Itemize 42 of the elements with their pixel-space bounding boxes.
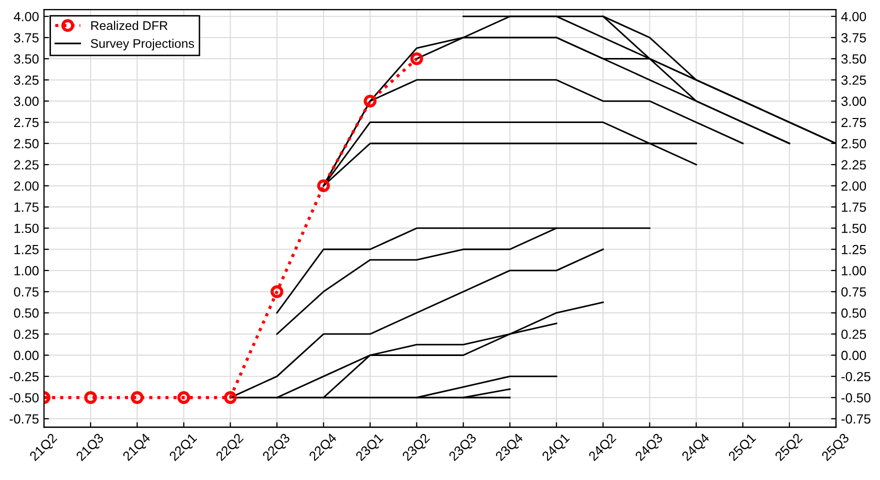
- y-tick-label: 3.50: [14, 54, 39, 64]
- y2-tick-label: 1.00: [842, 266, 866, 276]
- y-tick-label: 0.00: [14, 350, 39, 360]
- y-tick-label: 2.50: [14, 139, 39, 148]
- legend-label: Realized DFR: [91, 20, 168, 30]
- y2-tick-label: 2.25: [842, 160, 866, 170]
- y2-tick-label: 1.50: [842, 224, 866, 234]
- y-tick-label: 0.25: [14, 330, 39, 339]
- y2-tick-label: -0.25: [841, 372, 870, 382]
- y-tick-label: 2.00: [14, 181, 39, 191]
- y2-tick-label: 3.75: [841, 33, 866, 42]
- y2-tick-label: 0.25: [841, 330, 866, 339]
- y-tick-label: 4.00: [14, 12, 39, 22]
- y-tick-label: 1.75: [14, 202, 39, 212]
- y2-tick-label: 1.25: [842, 244, 866, 254]
- y2-tick-label: 0.00: [841, 350, 866, 360]
- y2-tick-label: 0.75: [841, 287, 866, 297]
- y2-tick-label: 3.00: [841, 96, 866, 106]
- y-tick-label: 1.25: [14, 244, 39, 254]
- y-tick-label: -0.50: [10, 393, 39, 402]
- y2-tick-label: 4.00: [841, 12, 866, 22]
- y-tick-label: 2.75: [14, 118, 39, 128]
- y-tick-label: 0.50: [14, 308, 39, 318]
- y2-tick-label: -0.75: [841, 414, 870, 424]
- y2-tick-label: 0.50: [841, 308, 866, 318]
- y2-tick-label: 3.25: [841, 75, 866, 85]
- y2-tick-label: 2.75: [842, 118, 866, 128]
- y-tick-label: 1.50: [14, 224, 39, 234]
- y-tick-label: 2.25: [14, 160, 39, 170]
- y-tick-label: 0.75: [14, 287, 39, 297]
- y-tick-label: 3.25: [14, 75, 39, 85]
- y-tick-label: -0.25: [10, 372, 39, 382]
- y2-tick-label: 1.75: [842, 202, 866, 212]
- y-tick-label: 3.00: [14, 96, 39, 106]
- y2-tick-label: -0.50: [841, 393, 870, 402]
- y-tick-label: 3.75: [14, 33, 39, 42]
- y-tick-label: 1.00: [14, 266, 39, 276]
- y2-tick-label: 3.50: [841, 54, 866, 64]
- y2-tick-label: 2.50: [842, 139, 866, 148]
- y-tick-label: -0.75: [10, 414, 39, 424]
- legend-label: Survey Projections: [90, 38, 194, 50]
- y2-tick-label: 2.00: [842, 181, 866, 191]
